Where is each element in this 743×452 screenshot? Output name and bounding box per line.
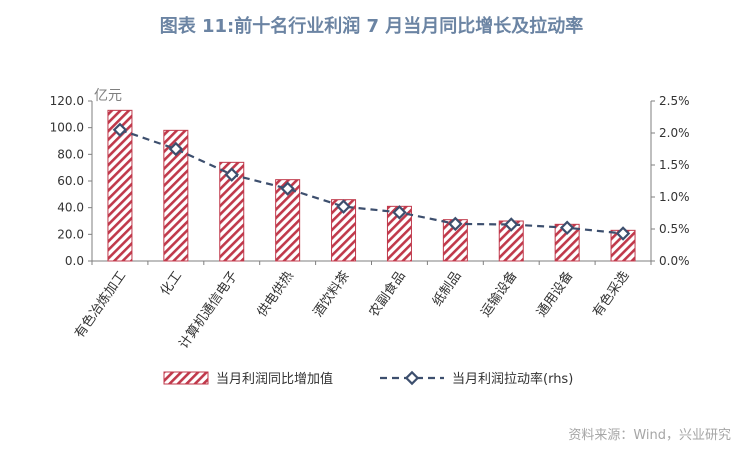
tick-labels: 0.0 20.0 40.0 60.0 80.0 100.0 120.0 0.0% 0.5% 1.0… — [50, 88, 690, 352]
y-tick-label: 20.0 — [57, 227, 84, 241]
chart-title: 图表 11:前十名行业利润 7 月当月同比增长及拉动率 — [159, 16, 584, 37]
y2-tick-label: 0.5% — [659, 222, 690, 236]
x-tick-label: 农副食品 — [366, 268, 409, 320]
y-tick-label: 60.0 — [57, 174, 84, 188]
line-marker — [448, 216, 463, 232]
x-tick-label: 化工 — [158, 269, 185, 299]
bar — [163, 129, 189, 262]
y2-tick-label: 1.0% — [659, 190, 690, 204]
x-tick-label: 酒饮料茶 — [310, 268, 353, 320]
source-note: 资料来源：Wind，兴业研究 — [568, 428, 731, 443]
line-series — [112, 122, 631, 241]
line-marker — [224, 167, 239, 182]
y2-tick-label: 2.0% — [659, 126, 690, 140]
line-marker — [392, 205, 407, 220]
x-tick-label: 有色采选 — [589, 268, 632, 320]
y-tick-label: 100.0 — [50, 121, 84, 135]
y-tick-label: 0.0 — [65, 254, 84, 268]
x-tick-label: 运输设备 — [478, 268, 521, 320]
x-tick-label: 通用设备 — [533, 268, 576, 320]
bar-series — [107, 109, 636, 262]
x-tick-label: 供电供热 — [255, 269, 297, 320]
legend: 当月利润同比增加值 当月利润拉动率(rhs) — [163, 370, 573, 387]
bar — [219, 161, 245, 262]
legend-label-bar: 当月利润同比增加值 — [216, 371, 333, 387]
y2-tick-label: 0.0% — [659, 254, 690, 268]
line-marker — [280, 181, 295, 196]
y2-tick-label: 2.5% — [659, 94, 690, 108]
legend-swatch-marker — [404, 370, 420, 386]
x-tick-label: 计算机通信电子 — [177, 269, 241, 352]
line-marker — [112, 122, 128, 138]
line-path — [119, 128, 624, 235]
line-marker — [559, 220, 575, 235]
line-marker — [615, 226, 631, 241]
line-marker — [504, 217, 519, 232]
x-tick-label: 有色冶炼加工 — [71, 268, 129, 341]
x-tick-label: 纸制品 — [430, 269, 465, 310]
y2-tick-label: 1.5% — [659, 158, 690, 172]
y-unit-label: 亿元 — [94, 88, 122, 104]
legend-label-line: 当月利润拉动率(rhs) — [452, 371, 573, 387]
legend-swatch-bar — [163, 371, 209, 385]
y-tick-label: 120.0 — [50, 94, 84, 108]
y-tick-label: 40.0 — [57, 201, 84, 215]
line-marker — [168, 141, 184, 157]
line-marker — [336, 199, 351, 214]
y-tick-label: 80.0 — [57, 147, 84, 161]
